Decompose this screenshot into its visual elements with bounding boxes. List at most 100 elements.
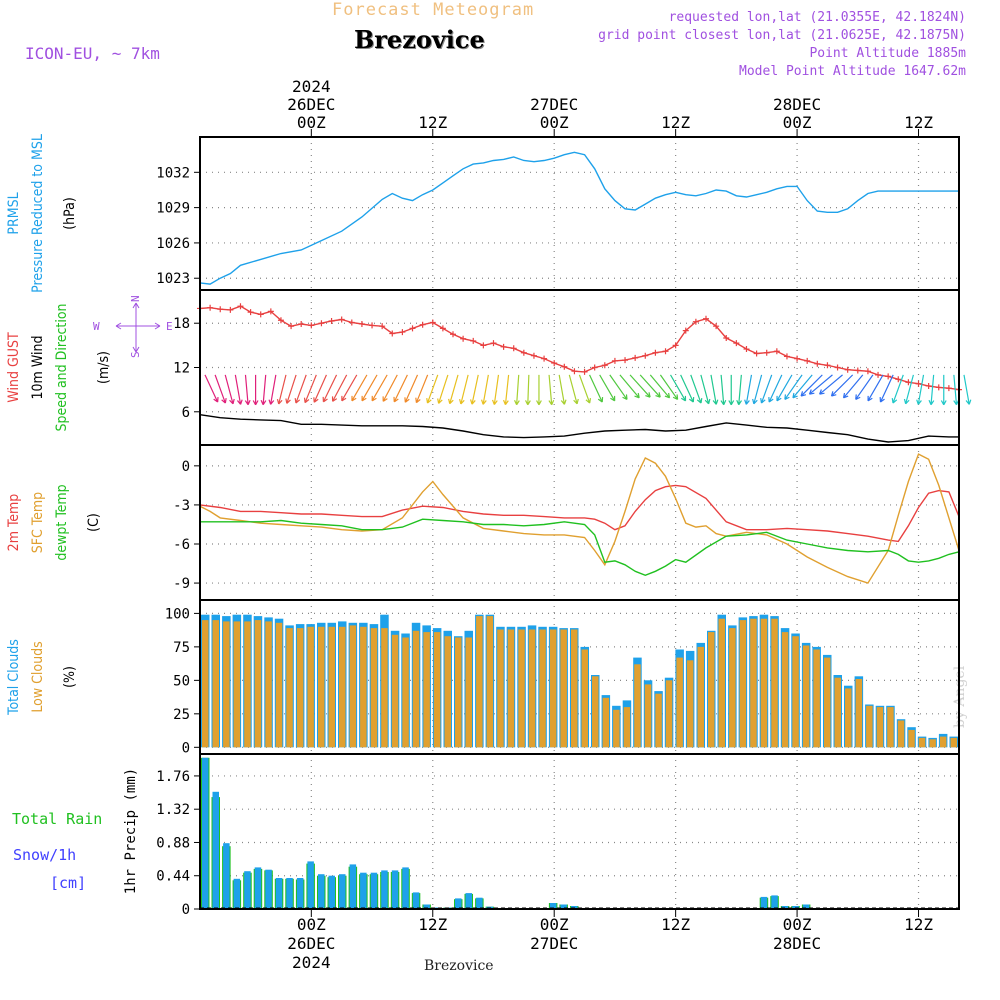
- wind-arrow: [710, 374, 719, 405]
- snow-unit-label: [cm]: [50, 874, 86, 892]
- y-tick-label: -6: [173, 537, 190, 553]
- gust-marker: [399, 329, 406, 336]
- y-tick-label: 6: [182, 405, 190, 421]
- panel-label: Total Clouds: [6, 639, 22, 716]
- bar-low-clouds: [781, 632, 789, 748]
- wind-arrow: [568, 374, 579, 405]
- bar-snow-1h: [402, 867, 409, 909]
- bottom-tick-label: 26DEC: [287, 934, 335, 953]
- bar-low-clouds: [476, 616, 483, 748]
- gust-marker: [288, 323, 295, 330]
- wind-arrow: [680, 374, 695, 403]
- wind-arrow: [728, 374, 735, 406]
- gust-marker: [490, 340, 497, 347]
- bar-low-clouds: [708, 632, 715, 748]
- wind-arrow: [268, 374, 277, 405]
- bar-low-clouds: [244, 621, 251, 748]
- gust-marker: [794, 355, 801, 362]
- bar-low-clouds: [423, 632, 430, 748]
- wind-arrow: [784, 374, 803, 400]
- wind-arrow: [867, 374, 884, 402]
- bar-low-clouds: [507, 629, 515, 748]
- wind-arrow: [963, 374, 972, 405]
- gust-marker: [662, 348, 669, 355]
- gust-marker: [773, 348, 780, 355]
- compass-s: S: [129, 351, 142, 358]
- series-dewpt-temp: [200, 518, 960, 577]
- gust-marker: [551, 360, 558, 367]
- panel-frame: [199, 753, 960, 910]
- gust-marker: [541, 355, 548, 362]
- bottom-tick-label: 00Z: [783, 915, 812, 934]
- bar-low-clouds: [265, 621, 272, 748]
- gust-marker: [601, 362, 608, 369]
- bar-low-clouds: [370, 628, 378, 748]
- bar-snow-1h: [760, 896, 768, 909]
- gust-marker: [652, 349, 659, 356]
- wind-arrow: [928, 374, 935, 406]
- bar-snow-1h: [212, 791, 219, 909]
- bar-low-clouds: [792, 636, 799, 748]
- gust-marker: [217, 306, 224, 313]
- series-10m-wind: [199, 414, 959, 443]
- bar-low-clouds: [739, 620, 747, 748]
- wind-arrow: [690, 374, 703, 404]
- wind-arrow: [670, 374, 687, 402]
- wind-arrow: [619, 374, 640, 399]
- gust-marker: [824, 362, 831, 369]
- gust-marker: [338, 316, 345, 323]
- gust-marker: [379, 323, 386, 330]
- bar-low-clouds: [560, 629, 567, 748]
- bar-low-clouds: [665, 680, 673, 748]
- wind-arrow: [792, 374, 813, 399]
- gust-marker: [429, 319, 436, 326]
- wind-arrow: [649, 374, 671, 399]
- wind-arrow: [260, 374, 267, 406]
- gust-marker: [247, 309, 254, 316]
- bar-low-clouds: [486, 616, 494, 748]
- gust-marker: [591, 364, 598, 371]
- wind-arrow: [736, 374, 743, 406]
- y-tick-label: 50: [173, 673, 190, 689]
- bar-low-clouds: [223, 621, 230, 748]
- bottom-tick-label: 12Z: [418, 915, 447, 934]
- wind-arrow: [891, 374, 904, 404]
- model-altitude: Model Point Altitude 1647.62m: [739, 64, 966, 79]
- gust-marker: [257, 311, 264, 318]
- y-tick-label: 18: [173, 316, 190, 332]
- bar-snow-1h: [549, 903, 557, 909]
- panel-0: 1023 1026 1029 1032 PRMSL Pressure Reduced to…: [6, 134, 960, 293]
- y-tick-label: 75: [173, 640, 190, 656]
- bar-snow-1h: [223, 843, 230, 909]
- wind-arrow: [720, 374, 727, 406]
- wind-arrow: [830, 374, 854, 397]
- bar-low-clouds: [412, 630, 420, 748]
- wind-arrow: [768, 374, 783, 403]
- top-tick-label: 2024: [292, 77, 331, 96]
- bar-low-clouds: [328, 626, 335, 748]
- bar-low-clouds: [455, 637, 462, 748]
- gust-marker: [682, 327, 689, 334]
- wind-arrow: [393, 374, 408, 403]
- top-tick-label: 00Z: [783, 113, 812, 132]
- wind-arrow: [224, 374, 235, 405]
- series-sfc-temp: [199, 453, 960, 584]
- panel-label: dewpt Temp: [54, 484, 70, 560]
- wind-arrow: [558, 374, 567, 405]
- grid-point-coords: grid point closest lon,lat (21.0625E, 42…: [598, 28, 966, 43]
- bar-snow-1h: [318, 874, 325, 909]
- gust-marker: [692, 318, 699, 325]
- gust-marker: [308, 322, 315, 329]
- gust-marker: [328, 318, 335, 324]
- bar-snow-1h: [202, 757, 209, 909]
- gust-marker: [470, 337, 477, 344]
- wind-arrow: [252, 374, 259, 406]
- top-tick-label: 26DEC: [287, 95, 335, 114]
- panel-1: 6 12 18 Wind GUST 10m Wind Speed and Directio…: [6, 289, 972, 446]
- panel-label: 2m Temp: [6, 494, 22, 552]
- y-tick-label: 0.44: [156, 869, 190, 885]
- rain-label: Total Rain: [12, 810, 102, 828]
- gust-marker: [703, 315, 709, 322]
- y-tick-label: 1029: [156, 201, 190, 217]
- bar-low-clouds: [950, 737, 957, 748]
